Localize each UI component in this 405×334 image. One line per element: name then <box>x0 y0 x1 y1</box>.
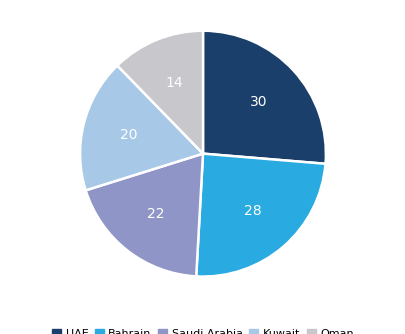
Wedge shape <box>196 154 325 277</box>
Wedge shape <box>202 31 325 164</box>
Text: 22: 22 <box>147 207 164 221</box>
Text: 30: 30 <box>250 95 267 109</box>
Text: 20: 20 <box>120 128 138 142</box>
Text: 14: 14 <box>165 76 183 90</box>
Wedge shape <box>85 154 202 276</box>
Wedge shape <box>117 31 202 154</box>
Legend: UAE, Bahrain, Saudi Arabia, Kuwait, Oman: UAE, Bahrain, Saudi Arabia, Kuwait, Oman <box>50 327 355 334</box>
Text: 28: 28 <box>244 204 261 218</box>
Wedge shape <box>80 65 202 190</box>
